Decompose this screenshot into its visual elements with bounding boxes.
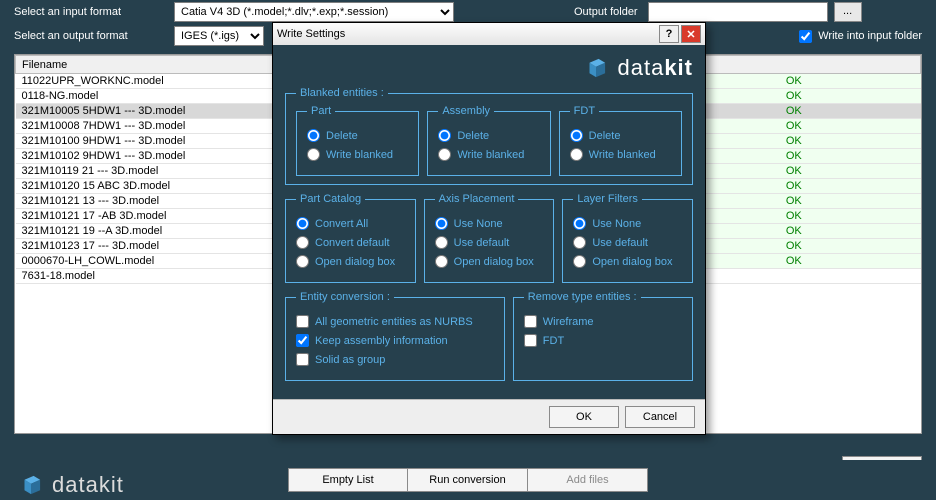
datakit-logo: datakit: [18, 472, 124, 498]
dialog-ok-button[interactable]: OK: [549, 406, 619, 428]
assembly-writeblanked-radio[interactable]: Write blanked: [438, 148, 539, 161]
dialog-cancel-button[interactable]: Cancel: [625, 406, 695, 428]
dialog-title: Write Settings: [277, 28, 345, 40]
write-into-input-checkbox[interactable]: [799, 30, 812, 43]
assembly-legend: Assembly: [438, 105, 494, 117]
solid-as-group-checkbox[interactable]: Solid as group: [296, 353, 494, 366]
output-folder-input[interactable]: [648, 2, 828, 22]
fdt-writeblanked-radio[interactable]: Write blanked: [570, 148, 671, 161]
blanked-entities-legend: Blanked entities :: [296, 87, 388, 99]
write-settings-dialog: Write Settings ? ✕ datakit Blanked entit…: [272, 22, 706, 435]
axis-placement-legend: Axis Placement: [435, 193, 519, 205]
layer-filters-legend: Layer Filters: [573, 193, 642, 205]
dialog-help-button[interactable]: ?: [659, 25, 679, 43]
output-format-label: Select an output format: [14, 30, 174, 42]
part-writeblanked-radio[interactable]: Write blanked: [307, 148, 408, 161]
add-files-button[interactable]: Add files: [528, 468, 648, 492]
layer-opendialog-radio[interactable]: Open dialog box: [573, 255, 682, 268]
catalog-convertdefault-radio[interactable]: Convert default: [296, 236, 405, 249]
output-format-select[interactable]: IGES (*.igs): [174, 26, 264, 46]
input-format-label: Select an input format: [14, 6, 174, 18]
write-into-input-label: Write into input folder: [818, 30, 922, 42]
axis-opendialog-radio[interactable]: Open dialog box: [435, 255, 544, 268]
axis-usedefault-radio[interactable]: Use default: [435, 236, 544, 249]
dialog-close-button[interactable]: ✕: [681, 25, 701, 43]
fdt-legend: FDT: [570, 105, 599, 117]
catalog-convertall-radio[interactable]: Convert All: [296, 217, 405, 230]
empty-list-button[interactable]: Empty List: [288, 468, 408, 492]
fdt-checkbox[interactable]: FDT: [524, 334, 682, 347]
layer-usenone-radio[interactable]: Use None: [573, 217, 682, 230]
remove-type-legend: Remove type entities :: [524, 291, 641, 303]
axis-usenone-radio[interactable]: Use None: [435, 217, 544, 230]
part-legend: Part: [307, 105, 335, 117]
assembly-delete-radio[interactable]: Delete: [438, 129, 539, 142]
browse-button[interactable]: ...: [834, 2, 862, 22]
part-catalog-legend: Part Catalog: [296, 193, 365, 205]
run-conversion-button[interactable]: Run conversion: [408, 468, 528, 492]
catalog-opendialog-radio[interactable]: Open dialog box: [296, 255, 405, 268]
wireframe-checkbox[interactable]: Wireframe: [524, 315, 682, 328]
dialog-logo: datakit: [285, 55, 693, 81]
output-folder-label: Output folder: [574, 6, 638, 18]
fdt-delete-radio[interactable]: Delete: [570, 129, 671, 142]
input-format-select[interactable]: Catia V4 3D (*.model;*.dlv;*.exp;*.sessi…: [174, 2, 454, 22]
entity-conversion-legend: Entity conversion :: [296, 291, 394, 303]
part-delete-radio[interactable]: Delete: [307, 129, 408, 142]
all-nurbs-checkbox[interactable]: All geometric entities as NURBS: [296, 315, 494, 328]
layer-usedefault-radio[interactable]: Use default: [573, 236, 682, 249]
keep-assembly-checkbox[interactable]: Keep assembly information: [296, 334, 494, 347]
